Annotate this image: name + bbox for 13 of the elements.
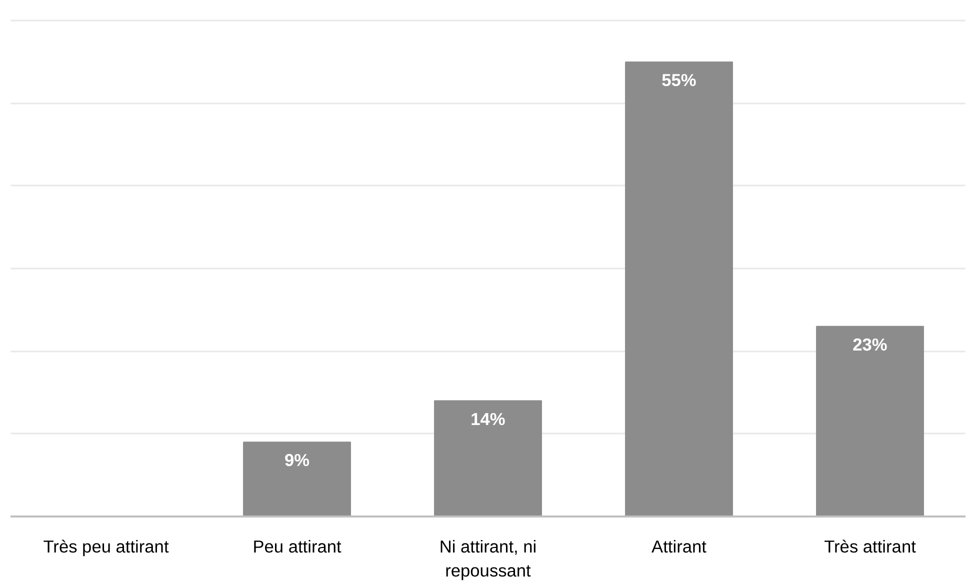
- data-label: 9%: [284, 450, 310, 470]
- x-tick-label: Très peu attirant: [43, 536, 169, 556]
- bar: [625, 61, 733, 516]
- data-label: 14%: [470, 408, 506, 429]
- x-tick-label: Très attirant: [824, 536, 916, 556]
- bar: [816, 326, 924, 516]
- bar: [434, 400, 542, 516]
- x-tick-label: Peu attirant: [252, 536, 342, 556]
- bar: [243, 442, 351, 516]
- x-tick-label: Attirant: [652, 536, 707, 556]
- x-tick-label: Ni attirant, ni repoussant: [439, 536, 537, 580]
- data-label: 23%: [852, 334, 888, 354]
- data-label: 55%: [662, 70, 696, 90]
